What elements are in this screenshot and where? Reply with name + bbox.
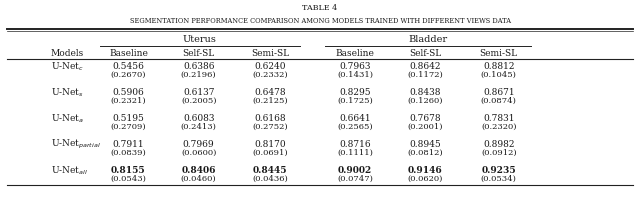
Text: 0.8812: 0.8812: [483, 62, 515, 71]
Text: U-Net$_{partial}$: U-Net$_{partial}$: [51, 138, 100, 151]
Text: (0.2321): (0.2321): [111, 96, 146, 105]
Text: (0.1725): (0.1725): [337, 96, 373, 105]
Text: 0.6168: 0.6168: [254, 114, 286, 123]
Text: 0.7911: 0.7911: [113, 140, 144, 149]
Text: (0.0543): (0.0543): [111, 174, 147, 182]
Text: (0.1172): (0.1172): [408, 71, 444, 79]
Text: 0.8295: 0.8295: [339, 88, 371, 97]
Text: (0.2001): (0.2001): [408, 123, 443, 131]
Text: (0.2413): (0.2413): [180, 123, 216, 131]
Text: (0.2709): (0.2709): [111, 123, 146, 131]
Text: (0.0912): (0.0912): [481, 149, 516, 156]
Text: 0.6083: 0.6083: [183, 114, 214, 123]
Text: (0.2752): (0.2752): [252, 123, 288, 131]
Text: 0.5195: 0.5195: [113, 114, 145, 123]
Text: SEGMENTATION PERFORMANCE COMPARISON AMONG MODELS TRAINED WITH DIFFERENT VIEWS DA: SEGMENTATION PERFORMANCE COMPARISON AMON…: [129, 17, 511, 25]
Text: (0.2320): (0.2320): [481, 123, 516, 131]
Text: 0.6240: 0.6240: [255, 62, 286, 71]
Text: 0.9146: 0.9146: [408, 166, 443, 175]
Text: 0.6641: 0.6641: [339, 114, 371, 123]
Text: (0.1260): (0.1260): [408, 96, 443, 105]
Text: 0.8945: 0.8945: [410, 140, 441, 149]
Text: 0.9002: 0.9002: [338, 166, 372, 175]
Text: 0.7678: 0.7678: [410, 114, 441, 123]
Text: Baseline: Baseline: [109, 49, 148, 58]
Text: Bladder: Bladder: [408, 35, 447, 44]
Text: (0.0600): (0.0600): [181, 149, 216, 156]
Text: (0.2670): (0.2670): [111, 71, 146, 79]
Text: (0.0812): (0.0812): [408, 149, 443, 156]
Text: TABLE 4: TABLE 4: [302, 4, 338, 12]
Text: 0.7963: 0.7963: [339, 62, 371, 71]
Text: U-Net$_c$: U-Net$_c$: [51, 60, 83, 73]
Text: 0.6386: 0.6386: [183, 62, 214, 71]
Text: (0.0534): (0.0534): [481, 174, 516, 182]
Text: (0.2332): (0.2332): [252, 71, 288, 79]
Text: (0.0620): (0.0620): [408, 174, 443, 182]
Text: 0.8155: 0.8155: [111, 166, 146, 175]
Text: 0.8642: 0.8642: [410, 62, 441, 71]
Text: (0.1045): (0.1045): [481, 71, 516, 79]
Text: (0.0436): (0.0436): [252, 174, 288, 182]
Text: (0.2196): (0.2196): [181, 71, 216, 79]
Text: (0.1431): (0.1431): [337, 71, 373, 79]
Text: 0.6478: 0.6478: [254, 88, 286, 97]
Text: 0.7831: 0.7831: [483, 114, 515, 123]
Text: 0.9235: 0.9235: [481, 166, 516, 175]
Text: 0.8406: 0.8406: [181, 166, 216, 175]
Text: Models: Models: [51, 49, 84, 58]
Text: (0.0747): (0.0747): [337, 174, 373, 182]
Text: 0.5456: 0.5456: [113, 62, 145, 71]
Text: 0.6137: 0.6137: [183, 88, 214, 97]
Text: 0.8716: 0.8716: [339, 140, 371, 149]
Text: Uterus: Uterus: [182, 35, 216, 44]
Text: 0.8438: 0.8438: [410, 88, 441, 97]
Text: (0.2005): (0.2005): [181, 96, 216, 105]
Text: Semi-SL: Semi-SL: [480, 49, 518, 58]
Text: U-Net$_{all}$: U-Net$_{all}$: [51, 164, 88, 176]
Text: 0.5906: 0.5906: [113, 88, 144, 97]
Text: (0.0839): (0.0839): [111, 149, 147, 156]
Text: U-Net$_a$: U-Net$_a$: [51, 112, 84, 125]
Text: (0.0691): (0.0691): [252, 149, 288, 156]
Text: Semi-SL: Semi-SL: [251, 49, 289, 58]
Text: 0.7969: 0.7969: [183, 140, 214, 149]
Text: (0.2125): (0.2125): [252, 96, 288, 105]
Text: 0.8170: 0.8170: [254, 140, 286, 149]
Text: 0.8982: 0.8982: [483, 140, 515, 149]
Text: (0.1111): (0.1111): [337, 149, 373, 156]
Text: 0.8671: 0.8671: [483, 88, 515, 97]
Text: (0.0874): (0.0874): [481, 96, 516, 105]
Text: Self-SL: Self-SL: [409, 49, 442, 58]
Text: 0.8445: 0.8445: [253, 166, 287, 175]
Text: (0.2565): (0.2565): [337, 123, 373, 131]
Text: (0.0460): (0.0460): [181, 174, 216, 182]
Text: Baseline: Baseline: [336, 49, 374, 58]
Text: Self-SL: Self-SL: [182, 49, 215, 58]
Text: U-Net$_s$: U-Net$_s$: [51, 86, 83, 99]
